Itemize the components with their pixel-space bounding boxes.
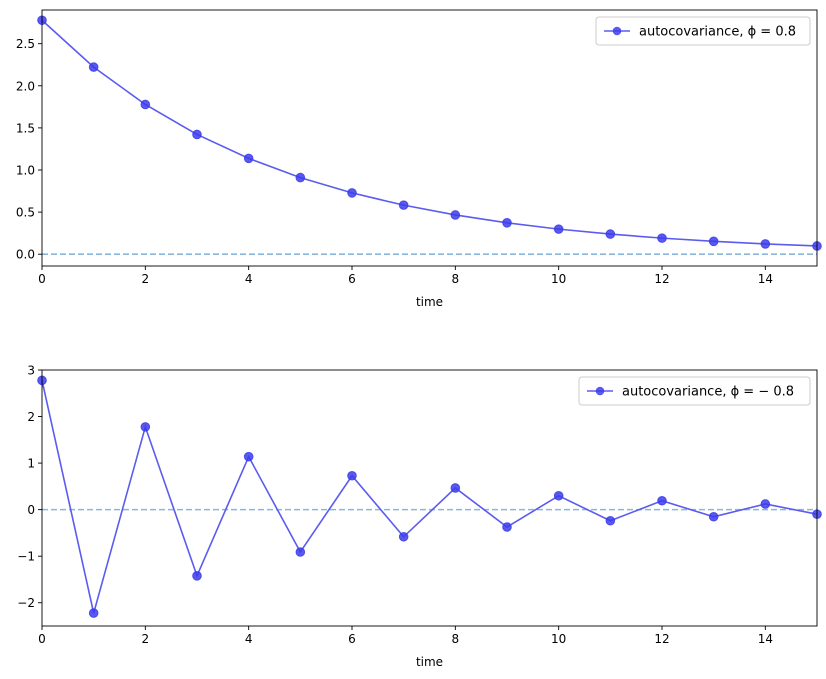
bottom-y-tick-label: 2: [27, 410, 35, 424]
bottom-x-tick-label: 0: [38, 632, 46, 646]
top-legend-label: autocovariance, ϕ = 0.8: [639, 25, 796, 40]
top-legend: autocovariance, ϕ = 0.8: [595, 16, 811, 46]
bottom-y-tick-label: −2: [17, 596, 35, 610]
top-data-point: [243, 153, 254, 164]
top-data-point: [347, 188, 357, 198]
bottom-x-tick-label: 12: [654, 632, 669, 646]
bottom-data-point: [502, 522, 512, 532]
bottom-y-tick-label: 0: [27, 503, 35, 517]
top-data-point: [708, 236, 719, 247]
top-chart-panel: 0 2 4 6 8 10 12 14 0.0 0.5 1.0 1.5 2.0 2.5 time autocov…: [16, 9, 822, 309]
bottom-x-tick-label: 8: [452, 632, 460, 646]
bottom-data-point: [243, 451, 254, 462]
bottom-x-tick-label: 2: [142, 632, 150, 646]
bottom-data-point: [708, 511, 719, 522]
bottom-x-tick-label: 4: [245, 632, 253, 646]
top-series-line: [41, 19, 818, 247]
top-y-tick-label: 0.5: [16, 206, 35, 220]
top-x-tick-label: 4: [245, 272, 253, 286]
bottom-data-point: [88, 608, 99, 618]
top-x-tick-label: 8: [452, 272, 460, 286]
bottom-axes-frame: [41, 369, 818, 627]
top-data-point: [295, 172, 306, 183]
top-y-tick-label: 1.5: [16, 121, 35, 135]
bottom-data-point: [450, 483, 461, 493]
bottom-x-tick-label: 10: [551, 632, 566, 646]
top-data-point: [553, 224, 564, 234]
top-x-axis-label: time: [416, 295, 443, 309]
top-data-point: [760, 239, 771, 249]
bottom-x-tick-label: 14: [758, 632, 773, 646]
bottom-y-tick-label: −1: [17, 550, 35, 564]
top-data-point: [657, 233, 667, 243]
top-x-tick-label: 0: [38, 272, 46, 286]
bottom-data-point: [398, 531, 409, 542]
top-x-tick-label: 14: [758, 272, 773, 286]
top-y-tick-label: 1.0: [16, 164, 35, 178]
bottom-data-point: [605, 515, 616, 526]
top-data-point: [450, 210, 461, 220]
top-data-point: [140, 99, 151, 110]
top-axes-frame: [41, 9, 818, 267]
top-x-tick-label: 2: [142, 272, 150, 286]
top-data-point: [398, 200, 409, 210]
top-x-tick-label: 12: [654, 272, 669, 286]
top-data-point: [192, 129, 202, 140]
top-data-point: [88, 62, 99, 72]
top-x-tick-label: 10: [551, 272, 566, 286]
bottom-data-point: [192, 571, 202, 581]
bottom-y-tick-label: 1: [27, 457, 35, 471]
bottom-data-point: [140, 422, 151, 432]
bottom-legend-box: [578, 376, 811, 406]
top-legend-marker-swatch: [612, 26, 622, 36]
top-y-tick-label: 2.0: [16, 79, 35, 93]
bottom-data-point: [347, 470, 357, 481]
top-legend-box: [595, 16, 811, 46]
bottom-data-point: [760, 499, 771, 509]
top-y-tick-label: 2.5: [16, 37, 35, 51]
bottom-series-line: [41, 380, 818, 614]
top-data-point: [502, 218, 512, 228]
bottom-legend-label: autocovariance, ϕ = − 0.8: [622, 385, 794, 400]
bottom-legend: autocovariance, ϕ = − 0.8: [578, 376, 811, 406]
bottom-x-axis-label: time: [416, 655, 443, 669]
top-x-tick-label: 6: [348, 272, 356, 286]
bottom-data-point: [657, 495, 667, 506]
bottom-data-point: [295, 547, 306, 557]
top-data-point: [605, 229, 616, 239]
bottom-y-tick-label: 3: [27, 364, 35, 378]
bottom-legend-marker-swatch: [595, 386, 605, 396]
bottom-data-point: [553, 490, 564, 501]
bottom-x-tick-label: 6: [348, 632, 356, 646]
top-y-tick-label: 0.0: [16, 248, 35, 262]
